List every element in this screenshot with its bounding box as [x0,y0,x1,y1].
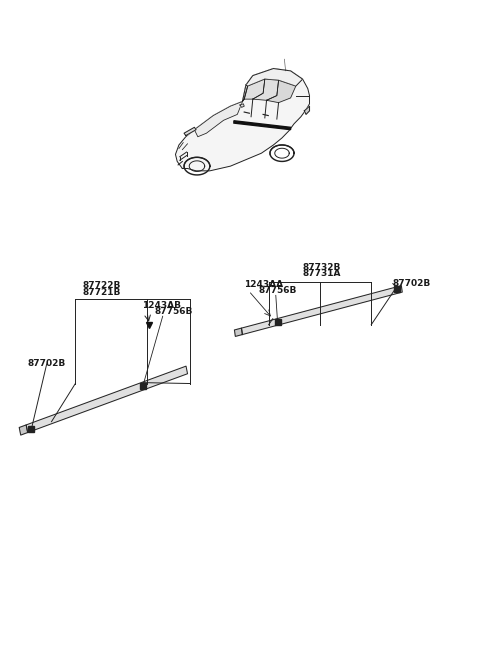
Polygon shape [304,106,310,114]
Text: 87722B: 87722B [83,281,121,290]
Polygon shape [240,104,244,108]
Polygon shape [244,79,265,99]
Text: 87731A: 87731A [302,270,340,278]
Text: 87732B: 87732B [302,263,340,272]
Polygon shape [176,68,310,171]
Polygon shape [26,366,188,432]
Polygon shape [19,425,28,435]
Polygon shape [194,102,242,136]
Text: 87702B: 87702B [28,359,66,369]
Polygon shape [241,285,402,335]
Polygon shape [246,68,302,86]
Polygon shape [253,79,278,100]
Text: 87756B: 87756B [154,307,192,316]
Text: 87702B: 87702B [393,279,431,288]
Polygon shape [234,121,290,130]
Text: 87721B: 87721B [83,287,121,297]
Polygon shape [266,80,296,102]
Polygon shape [234,328,242,337]
Polygon shape [184,127,196,136]
Text: 87756B: 87756B [258,286,297,295]
Text: 1243AA: 1243AA [244,280,283,289]
Polygon shape [242,85,248,102]
Text: 1243AB: 1243AB [142,300,181,310]
